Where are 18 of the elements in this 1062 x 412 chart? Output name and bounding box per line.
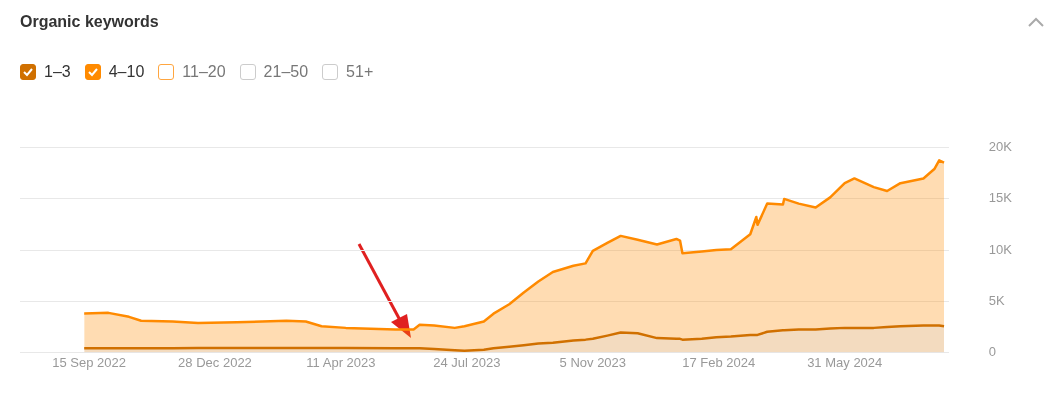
- x-tick-label: 28 Dec 2022: [178, 354, 252, 370]
- y-tick-label: 10K: [988, 241, 1013, 257]
- legend-label: 4–10: [108, 63, 145, 81]
- y-tick-label: 0: [988, 343, 997, 359]
- x-tick-label: 31 May 2024: [807, 354, 883, 370]
- legend-label: 21–50: [263, 63, 309, 81]
- legend-label: 51+: [346, 63, 374, 81]
- x-tick-label: 17 Feb 2024: [682, 354, 756, 370]
- legend-label: 1–3: [44, 63, 71, 81]
- x-tick-label: 24 Jul 2023: [433, 354, 501, 370]
- y-tick-label: 15K: [988, 190, 1013, 206]
- y-tick-label: 20K: [988, 139, 1013, 155]
- x-tick-label: 5 Nov 2023: [559, 354, 627, 370]
- x-tick-label: 15 Sep 2022: [52, 354, 126, 370]
- x-tick-label: 11 Apr 2023: [306, 354, 376, 370]
- chart-title: Organic keywords: [20, 13, 159, 31]
- y-tick-label: 5K: [988, 292, 1006, 308]
- legend-label: 11–20: [182, 63, 226, 81]
